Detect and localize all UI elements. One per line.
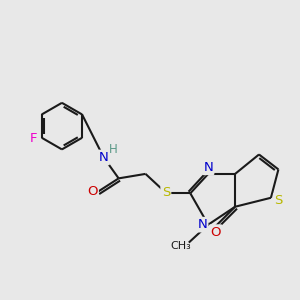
Text: F: F — [30, 133, 37, 146]
Text: S: S — [162, 186, 170, 199]
Text: O: O — [210, 226, 221, 238]
Text: N: N — [197, 218, 207, 231]
Text: CH₃: CH₃ — [170, 241, 191, 250]
Text: H: H — [109, 142, 118, 156]
Text: N: N — [99, 151, 109, 164]
Text: S: S — [274, 194, 283, 207]
Text: N: N — [203, 161, 213, 174]
Text: O: O — [87, 185, 98, 198]
